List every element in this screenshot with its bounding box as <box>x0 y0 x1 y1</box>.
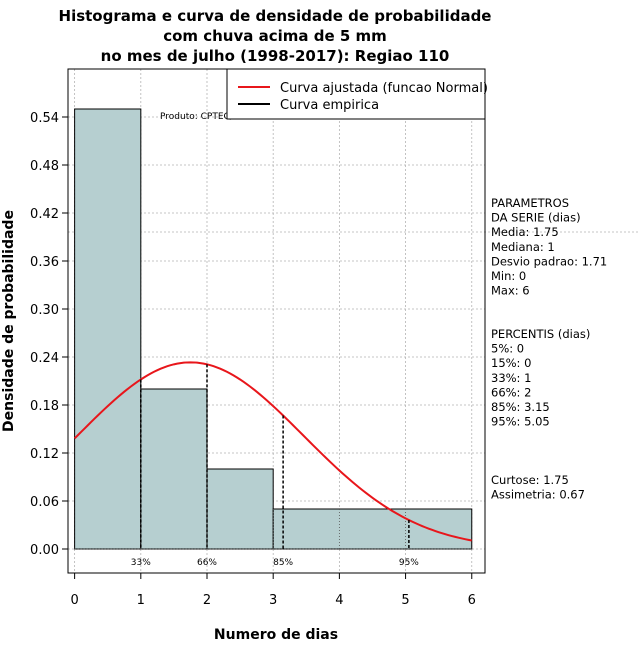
percentis-line: 15%: 0 <box>491 356 531 370</box>
x-tick-label: 3 <box>269 593 277 608</box>
parametros-line: Desvio padrao: 1.71 <box>491 254 607 268</box>
legend-label-2: Curva empirica <box>280 98 379 113</box>
legend-label-1: Curva ajustada (funcao Normal) <box>280 81 488 96</box>
percentile-label: 85% <box>273 558 293 568</box>
parametros-line: Media: 1.75 <box>491 225 559 239</box>
chart-title-line-2: com chuva acima de 5 mm <box>163 27 387 45</box>
axes: 0 1 2 3 4 5 6 0.00 0.06 0.12 0.18 0.24 0.30 0.36 0.42 0… <box>1 68 486 643</box>
histogram-bar-2 <box>140 388 208 550</box>
chart-title-line-1: Histograma e curva de densidade de proba… <box>59 7 492 25</box>
histogram-bar-4 <box>272 508 473 550</box>
chart-title-line-3: no mes de julho (1998-2017): Regiao 110 <box>101 47 450 65</box>
percentis-line: 95%: 5.05 <box>491 415 550 429</box>
y-tick-label: 0.30 <box>30 303 59 318</box>
y-tick-label: 0.06 <box>30 495 59 510</box>
percentis-line: 85%: 3.15 <box>491 400 550 414</box>
histogram-bars <box>74 108 473 550</box>
parametros-line: Min: 0 <box>491 269 526 283</box>
y-tick-label: 0.54 <box>30 111 59 126</box>
x-tick-label: 5 <box>401 593 409 608</box>
y-axis-title: Densidade de probabilidade <box>1 210 17 432</box>
y-tick-label: 0.48 <box>30 159 59 174</box>
momentos-line: Curtose: 1.75 <box>491 473 569 487</box>
histogram-bar-1 <box>74 108 142 550</box>
percentis-line: 66%: 2 <box>491 385 531 399</box>
y-tick-label: 0.24 <box>30 351 59 366</box>
momentos-line: Assimetria: 0.67 <box>491 488 585 502</box>
legend-box <box>226 68 486 120</box>
x-tick-label: 2 <box>203 593 211 608</box>
histogram-bar-3 <box>206 468 274 550</box>
percentile-label: 33% <box>131 558 151 568</box>
x-tick-label: 0 <box>70 593 78 608</box>
parametros-line: Max: 6 <box>491 284 530 298</box>
percentis-line: 33%: 1 <box>491 371 531 385</box>
credit-text: Produto: CPTEC/INPE <box>160 112 254 122</box>
percentis-line: PERCENTIS (dias) <box>491 327 590 341</box>
parametros-line: DA SERIE (dias) <box>491 211 581 225</box>
parametros-line: PARAMETROS <box>491 196 569 210</box>
y-tick-label: 0.12 <box>30 447 59 462</box>
chart-title: Histograma e curva de densidade de proba… <box>59 7 492 65</box>
y-tick-label: 0.18 <box>30 399 59 414</box>
x-tick-label: 4 <box>335 593 343 608</box>
percentis-line: 5%: 0 <box>491 342 524 356</box>
parametros-line: Mediana: 1 <box>491 240 555 254</box>
x-axis-title: Numero de dias <box>214 627 338 643</box>
legend: Curva ajustada (funcao Normal) Curva empi… <box>226 68 488 120</box>
y-tick-label: 0.42 <box>30 207 59 222</box>
y-tick-label: 0.00 <box>30 543 59 558</box>
x-tick-label: 1 <box>137 593 145 608</box>
y-tick-label: 0.36 <box>30 255 59 270</box>
percentile-label: 95% <box>399 558 419 568</box>
percentile-markers: 33% 66% 85% 95% <box>131 364 419 568</box>
percentile-label: 66% <box>197 558 217 568</box>
x-tick-label: 6 <box>468 593 476 608</box>
